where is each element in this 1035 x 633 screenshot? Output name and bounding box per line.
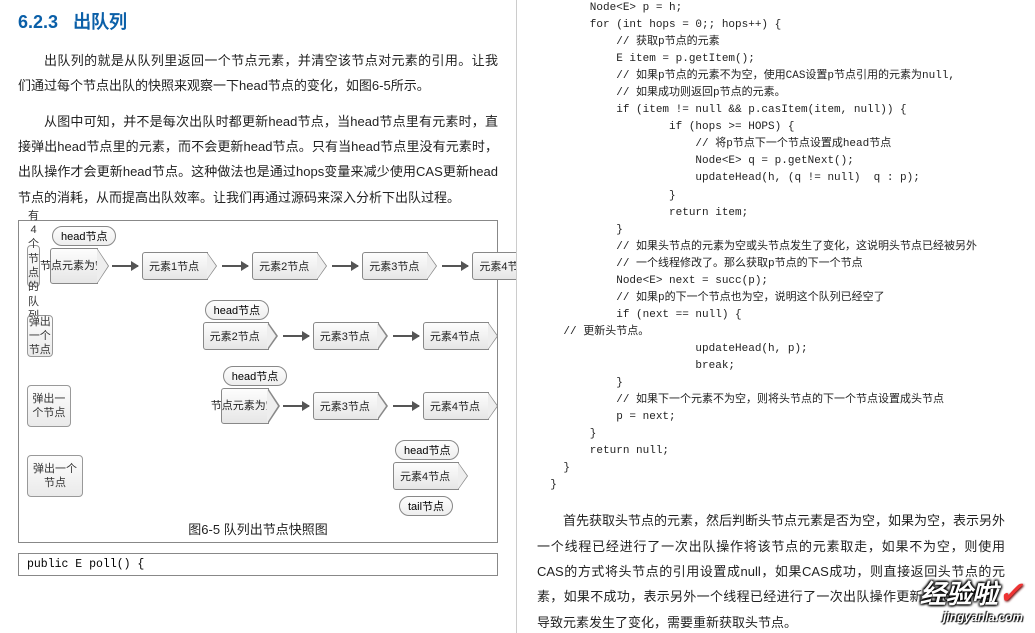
node-e4: 元素4节点 bbox=[472, 252, 517, 280]
arrow-icon bbox=[222, 265, 248, 267]
code-block: Node<E> p = h; for (int hops = 0;; hops+… bbox=[537, 0, 1005, 494]
figure-row-2: 弹出一个节点 head节点 元素2节点 元素3节点 元素4节点 bbox=[27, 315, 489, 357]
node-empty: 节点元素为空 bbox=[50, 248, 98, 284]
section-heading: 6.2.3 出队列 bbox=[18, 8, 498, 34]
figure-row-1: 有4个节点的队列 head节点 节点元素为空 元素1节点 元素2节点 元素3节点… bbox=[27, 245, 489, 287]
node-e2: 元素2节点 bbox=[252, 252, 318, 280]
node-e2: 元素2节点 bbox=[203, 322, 269, 350]
arrow-icon bbox=[393, 335, 419, 337]
arrow-icon bbox=[283, 405, 309, 407]
arrow-icon bbox=[442, 265, 468, 267]
node-e4: 元素4节点 bbox=[423, 392, 489, 420]
arrow-icon bbox=[393, 405, 419, 407]
row-label: 弹出一个节点 bbox=[27, 455, 83, 497]
head-label: head节点 bbox=[223, 366, 287, 386]
arrow-icon bbox=[332, 265, 358, 267]
node-e3: 元素3节点 bbox=[313, 392, 379, 420]
section-title: 出队列 bbox=[73, 12, 127, 32]
figure-row-4: 弹出一个节点 head节点 tail节点 元素4节点 bbox=[27, 455, 489, 497]
poll-signature: public E poll() { bbox=[27, 558, 144, 571]
head-label: head节点 bbox=[395, 440, 459, 460]
head-label: head节点 bbox=[52, 226, 116, 246]
right-page: Node<E> p = h; for (int hops = 0;; hops+… bbox=[517, 0, 1035, 633]
check-icon: ✓ bbox=[998, 577, 1023, 610]
row-label: 弹出一个节点 bbox=[27, 315, 53, 357]
node-e1: 元素1节点 bbox=[142, 252, 208, 280]
watermark: 经验啦✓ jingyanla.com bbox=[920, 579, 1023, 625]
row-label: 有4个节点的队列 bbox=[27, 245, 40, 287]
row-label: 弹出一个节点 bbox=[27, 385, 71, 427]
paragraph-2: 从图中可知，并不是每次出队时都更新head节点，当head节点里有元素时，直接弹… bbox=[18, 109, 498, 210]
node-empty: 节点元素为空 bbox=[221, 388, 269, 424]
arrow-icon bbox=[283, 335, 309, 337]
head-label: head节点 bbox=[205, 300, 269, 320]
code-snippet-left: public E poll() { bbox=[18, 553, 498, 576]
arrow-icon bbox=[112, 265, 138, 267]
left-page: 6.2.3 出队列 出队列的就是从队列里返回一个节点元素，并清空该节点对元素的引… bbox=[0, 0, 517, 633]
node-e3: 元素3节点 bbox=[362, 252, 428, 280]
node-e3: 元素3节点 bbox=[313, 322, 379, 350]
section-number: 6.2.3 bbox=[18, 12, 58, 32]
figure-box: 有4个节点的队列 head节点 节点元素为空 元素1节点 元素2节点 元素3节点… bbox=[18, 220, 498, 543]
figure-caption: 图6-5 队列出节点快照图 bbox=[27, 519, 489, 538]
figure-row-3: 弹出一个节点 head节点 节点元素为空 元素3节点 元素4节点 bbox=[27, 385, 489, 427]
node-e4: 元素4节点 bbox=[393, 462, 459, 490]
watermark-text: 经验啦 bbox=[920, 579, 998, 609]
tail-label: tail节点 bbox=[399, 496, 453, 516]
paragraph-1: 出队列的就是从队列里返回一个节点元素，并清空该节点对元素的引用。让我们通过每个节… bbox=[18, 48, 498, 99]
watermark-url: jingyanla.com bbox=[943, 610, 1023, 624]
node-e4: 元素4节点 bbox=[423, 322, 489, 350]
